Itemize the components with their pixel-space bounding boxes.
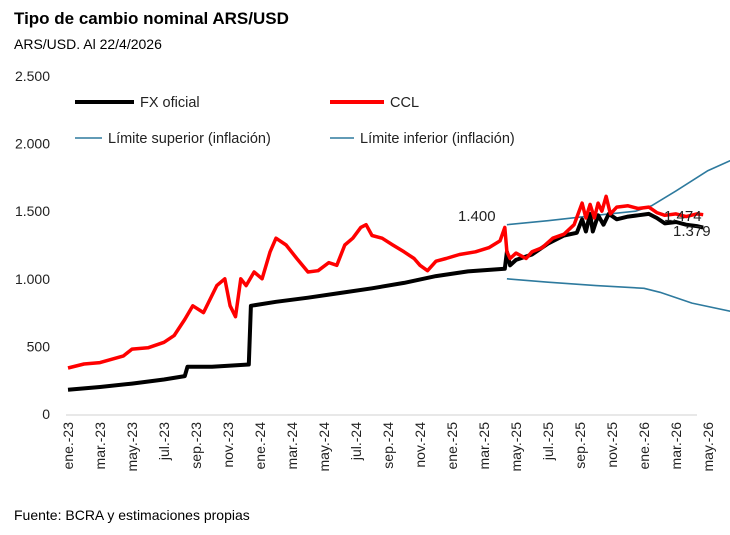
x-tick-label: ene.-23 [60,422,76,470]
x-tick-label: mar.-25 [476,422,492,470]
x-tick-label: sep.-25 [572,422,588,469]
chart-title: Tipo de cambio nominal ARS/USD [14,9,289,28]
data-label: 1.400 [458,208,496,225]
x-tick-label: jul.-24 [348,422,364,461]
y-tick-label: 1.000 [15,271,50,287]
x-tick-label: mar.-24 [284,422,300,470]
y-tick-label: 2.500 [15,68,50,84]
legend-label: CCL [390,95,419,111]
x-tick-label: nov.-23 [220,422,236,468]
x-tick-label: mar.-26 [668,422,684,470]
y-tick-label: 0 [42,406,50,422]
x-tick-label: may.-24 [316,422,332,472]
x-tick-label: may.-23 [124,422,140,472]
x-tick-label: sep.-23 [188,422,204,469]
x-tick-label: nov.-25 [604,422,620,468]
x-tick-label: jul.-23 [156,422,172,461]
y-tick-label: 1.500 [15,203,50,219]
data-label: 1.379 [673,223,711,240]
x-tick-label: may.-25 [508,422,524,472]
legend-label: Límite inferior (inflación) [360,131,515,147]
x-tick-label: ene.-25 [444,422,460,470]
source-note: Fuente: BCRA y estimaciones propias [14,507,250,523]
legend-label: Límite superior (inflación) [108,131,271,147]
y-tick-label: 2.000 [15,136,50,152]
legend-label: FX oficial [140,95,200,111]
data-label: 1.474 [664,208,702,225]
x-tick-label: may.-26 [700,422,716,472]
x-tick-label: mar.-23 [92,422,108,470]
x-tick-label: jul.-25 [540,422,556,461]
series-line-fx-oficial [67,211,704,392]
series-line-limite-inferior [506,278,730,312]
x-tick-label: ene.-24 [252,422,268,470]
x-tick-label: sep.-24 [380,422,396,469]
chart-subtitle: ARS/USD. Al 22/4/2026 [14,36,162,52]
series-line-ccl [67,194,704,370]
y-tick-label: 500 [27,338,51,354]
x-tick-label: nov.-24 [412,422,428,468]
x-tick-label: ene.-26 [636,422,652,470]
